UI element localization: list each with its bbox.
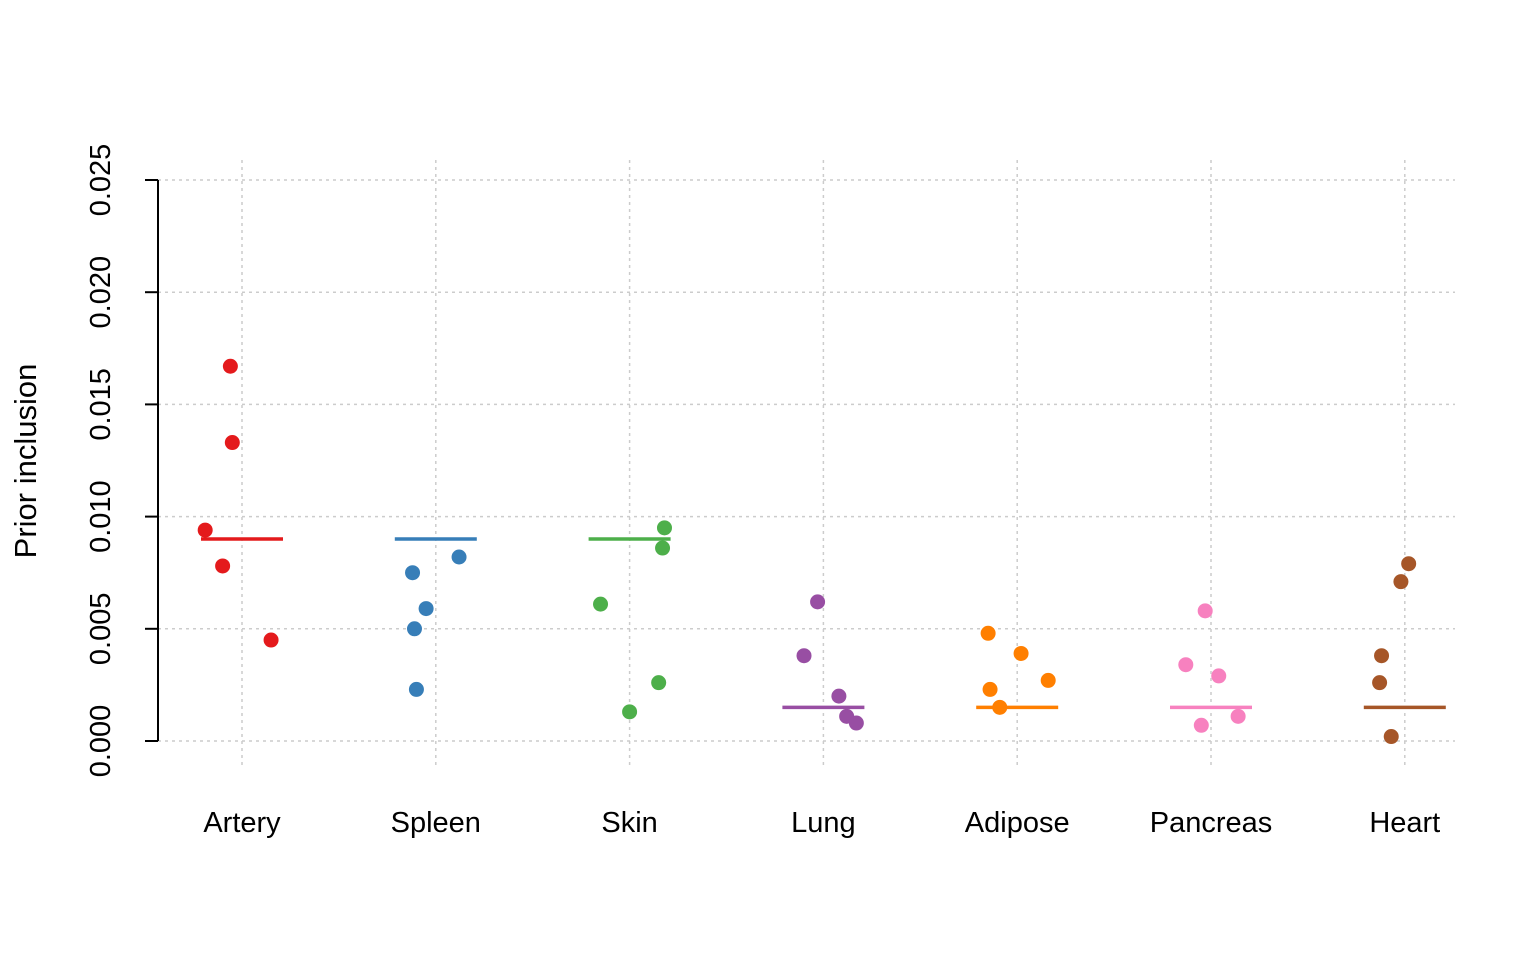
- x-tick-label: Pancreas: [1150, 807, 1273, 839]
- x-tick-label: Skin: [601, 807, 657, 839]
- data-point: [831, 688, 847, 704]
- y-tick-label: 0.020: [85, 256, 117, 329]
- data-point: [980, 625, 996, 641]
- data-point: [263, 632, 279, 648]
- data-point: [1230, 708, 1246, 724]
- data-point: [406, 621, 422, 637]
- y-tick-label: 0.005: [85, 593, 117, 666]
- x-tick-label: Adipose: [965, 807, 1070, 839]
- y-tick-label: 0.000: [85, 705, 117, 778]
- x-tick-label: Lung: [791, 807, 856, 839]
- mean-lines: [201, 537, 1446, 710]
- x-tick-label: Spleen: [391, 807, 481, 839]
- data-point: [593, 596, 609, 612]
- data-point: [1374, 648, 1390, 664]
- data-point: [418, 601, 434, 617]
- data-point: [622, 704, 638, 720]
- y-axis-title: Prior inclusion: [8, 364, 43, 559]
- data-point: [796, 648, 812, 664]
- data-point: [1211, 668, 1227, 684]
- data-point: [1178, 657, 1194, 673]
- data-point: [992, 699, 1008, 715]
- data-point: [224, 435, 240, 451]
- data-point: [1372, 675, 1388, 691]
- data-point: [197, 522, 213, 538]
- data-point: [982, 681, 998, 697]
- data-point: [1013, 645, 1029, 661]
- data-point: [655, 540, 671, 556]
- data-point: [656, 520, 672, 536]
- data-points: [197, 358, 1417, 745]
- data-point: [1197, 603, 1213, 619]
- data-point: [810, 594, 826, 610]
- data-point: [1040, 672, 1056, 688]
- data-point: [1401, 556, 1417, 572]
- x-tick-label: Heart: [1369, 807, 1440, 839]
- y-tick-label: 0.010: [85, 480, 117, 553]
- data-point: [408, 681, 424, 697]
- data-point: [451, 549, 467, 565]
- data-point: [848, 715, 864, 731]
- data-point: [222, 358, 238, 374]
- data-point: [1193, 717, 1209, 733]
- data-point: [405, 565, 421, 581]
- x-axis-labels: Artery Spleen Skin Lung Adipose Pancreas Heart: [203, 807, 1440, 839]
- data-point: [651, 675, 667, 691]
- y-axis: 0.000 0.005 0.010 0.015 0.020 0.025: [85, 144, 159, 778]
- y-tick-label: 0.015: [85, 368, 117, 441]
- grid: [158, 160, 1455, 768]
- x-tick-label: Artery: [203, 807, 281, 839]
- y-tick-label: 0.025: [85, 144, 117, 217]
- data-point: [215, 558, 231, 574]
- data-point: [1383, 729, 1399, 745]
- data-point: [1393, 574, 1409, 590]
